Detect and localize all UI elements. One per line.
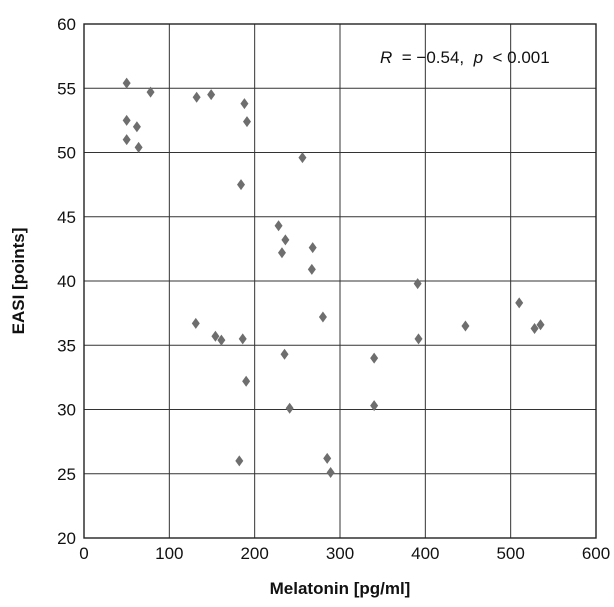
data-point (370, 352, 379, 364)
data-point (122, 134, 131, 146)
data-point (235, 455, 244, 467)
y-tick-label: 20 (57, 529, 76, 548)
data-point (211, 330, 220, 342)
data-point (122, 77, 131, 89)
y-tick-label: 55 (57, 79, 76, 98)
data-point (240, 98, 249, 110)
data-point (323, 452, 332, 464)
p-symbol: p (473, 48, 483, 67)
x-tick-label: 100 (155, 544, 183, 563)
data-point (515, 297, 524, 309)
data-point (277, 247, 286, 259)
data-point (536, 319, 545, 331)
data-point (238, 333, 247, 345)
plot-frame (83, 23, 597, 539)
data-point (217, 334, 226, 346)
x-tick-label: 400 (411, 544, 439, 563)
y-tick-label: 60 (57, 15, 76, 34)
x-tick-label: 200 (240, 544, 268, 563)
correlation-annotation: R = −0.54, p < 0.001 (380, 48, 550, 67)
y-axis-title: EASI [points] (9, 228, 28, 335)
data-point (242, 116, 251, 128)
p-value: < 0.001 (488, 48, 550, 67)
data-point (413, 278, 422, 290)
r-symbol: R (380, 48, 392, 67)
tick-labels: 0 100 200 300 400 500 600 20 25 30 35 40 45 50 55 60 (57, 15, 610, 563)
x-tick-label: 300 (326, 544, 354, 563)
data-point (298, 152, 307, 164)
data-point (122, 114, 131, 126)
data-point (134, 141, 143, 153)
data-point (237, 179, 246, 191)
data-point (280, 348, 289, 360)
data-point (242, 375, 251, 387)
y-tick-label: 50 (57, 144, 76, 163)
x-tick-label: 0 (79, 544, 88, 563)
data-point (274, 220, 283, 232)
data-point (285, 402, 294, 414)
data-point (318, 311, 327, 323)
data-point (461, 320, 470, 332)
y-tick-label: 35 (57, 336, 76, 355)
data-point (191, 317, 200, 329)
r-value: = −0.54, (397, 48, 469, 67)
data-point (281, 234, 290, 246)
y-tick-label: 25 (57, 465, 76, 484)
data-point (192, 91, 201, 103)
data-point (414, 333, 423, 345)
data-point (370, 400, 379, 412)
data-point (308, 242, 317, 254)
data-point (132, 121, 141, 133)
grid-lines (84, 24, 596, 538)
data-point (530, 323, 539, 335)
data-point (307, 263, 316, 275)
data-point (146, 86, 155, 98)
y-tick-label: 45 (57, 208, 76, 227)
x-tick-label: 600 (582, 544, 610, 563)
data-points (122, 77, 545, 478)
x-tick-label: 500 (496, 544, 524, 563)
x-axis-title: Melatonin [pg/ml] (270, 579, 411, 598)
y-tick-label: 30 (57, 401, 76, 420)
data-point (207, 89, 216, 101)
y-tick-label: 40 (57, 272, 76, 291)
data-point (326, 466, 335, 478)
